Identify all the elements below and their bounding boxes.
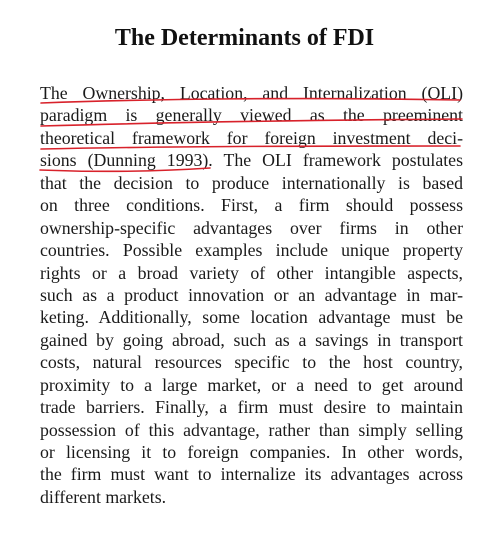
text-line: or licensing it to foreign companies. In… <box>40 442 463 462</box>
text-line: rights or a broad variety of other intan… <box>40 262 463 283</box>
text-line: The Ownership, Location, and Internaliza… <box>40 83 463 103</box>
section-title: The Determinants of FDI <box>114 25 375 51</box>
text-line: costs, natural resources specific to the… <box>40 352 463 373</box>
text-line: gained by going abroad, such as a saving… <box>40 329 463 350</box>
text-line: theoretical framework for foreign invest… <box>40 127 463 148</box>
text-line: sions (Dunning 1993). The OLI framework … <box>40 150 463 171</box>
text-line: keting. Additionally, some location adva… <box>40 307 463 328</box>
text-line: the firm must want to internalize its ad… <box>40 464 463 485</box>
text-line: ownership-specific advantages over firms… <box>40 217 463 238</box>
text-line: paradigm is generally viewed as the pree… <box>40 105 463 126</box>
text-line: on three conditions. First, a firm shoul… <box>40 195 463 216</box>
text-line: trade barriers. Finally, a firm must des… <box>40 397 463 418</box>
text-line: proximity to a large market, or a need t… <box>40 374 463 395</box>
text-line: such as a product innovation or an advan… <box>40 284 463 305</box>
body-paragraph: The Ownership, Location, and Internaliza… <box>40 82 463 508</box>
text-line: different markets. <box>40 486 167 507</box>
text-line: possession of this advantage, rather tha… <box>40 419 463 440</box>
text-line: that the decision to produce internation… <box>40 172 463 193</box>
text-line: countries. Possible examples include uni… <box>40 240 463 261</box>
